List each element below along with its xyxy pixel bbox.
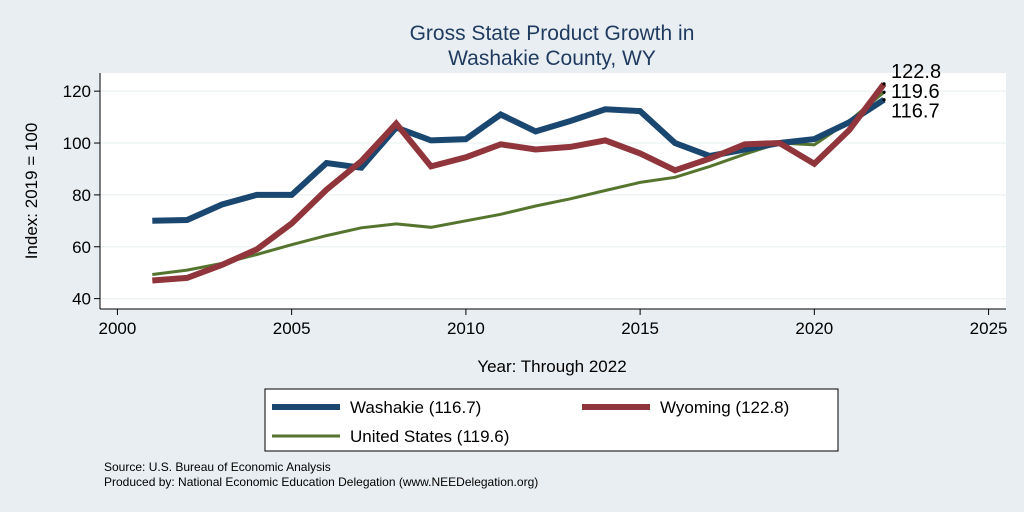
axes: 40 60 80 100 120 2000 2005 2010 2015 2020 2025 <box>63 73 1008 338</box>
end-marker-2 <box>882 98 886 102</box>
y-tick-label-80: 80 <box>72 186 91 205</box>
legend-label-wyoming: Wyoming (122.8) <box>660 398 789 417</box>
y-tick-label-120: 120 <box>63 82 91 101</box>
y-tick-label-60: 60 <box>72 238 91 257</box>
y-tick-label-40: 40 <box>72 290 91 309</box>
x-tick-label-2015: 2015 <box>621 319 659 338</box>
end-label-2: 116.7 <box>891 101 940 123</box>
x-axis-title: Year: Through 2022 <box>477 357 626 376</box>
legend-box <box>264 388 839 452</box>
series-line-wyoming <box>152 82 887 284</box>
chart-title-line-1: Gross State Product Growth in <box>410 22 695 45</box>
x-tick-label-2025: 2025 <box>970 319 1008 338</box>
x-tick-label-2020: 2020 <box>795 319 833 338</box>
legend-label-united-states: United States (119.6) <box>350 427 509 446</box>
y-axis-title: Index: 2019 = 100 <box>22 123 41 260</box>
chart-title: Gross State Product Growth in Washakie C… <box>410 22 695 70</box>
end-label-0: 122.8 <box>891 61 941 83</box>
series-lines <box>152 82 887 284</box>
legend-label-washakie: Washakie (116.7) <box>350 398 481 417</box>
chart-title-line-2: Washakie County, WY <box>448 47 656 70</box>
y-tick-label-100: 100 <box>63 134 91 153</box>
end-marker-0 <box>882 82 886 86</box>
producer-line: Produced by: National Economic Education… <box>104 475 538 489</box>
legend: Washakie (116.7) Wyoming (122.8) United … <box>264 388 839 452</box>
x-tick-label-2000: 2000 <box>99 319 137 338</box>
source-note: Source: U.S. Bureau of Economic Analysis… <box>104 460 538 489</box>
end-marker-1 <box>882 90 886 94</box>
plot-area <box>100 73 1006 309</box>
source-line: Source: U.S. Bureau of Economic Analysis <box>104 460 331 474</box>
end-label-1: 119.6 <box>891 81 940 103</box>
x-tick-label-2005: 2005 <box>273 319 311 338</box>
x-tick-label-2010: 2010 <box>447 319 485 338</box>
